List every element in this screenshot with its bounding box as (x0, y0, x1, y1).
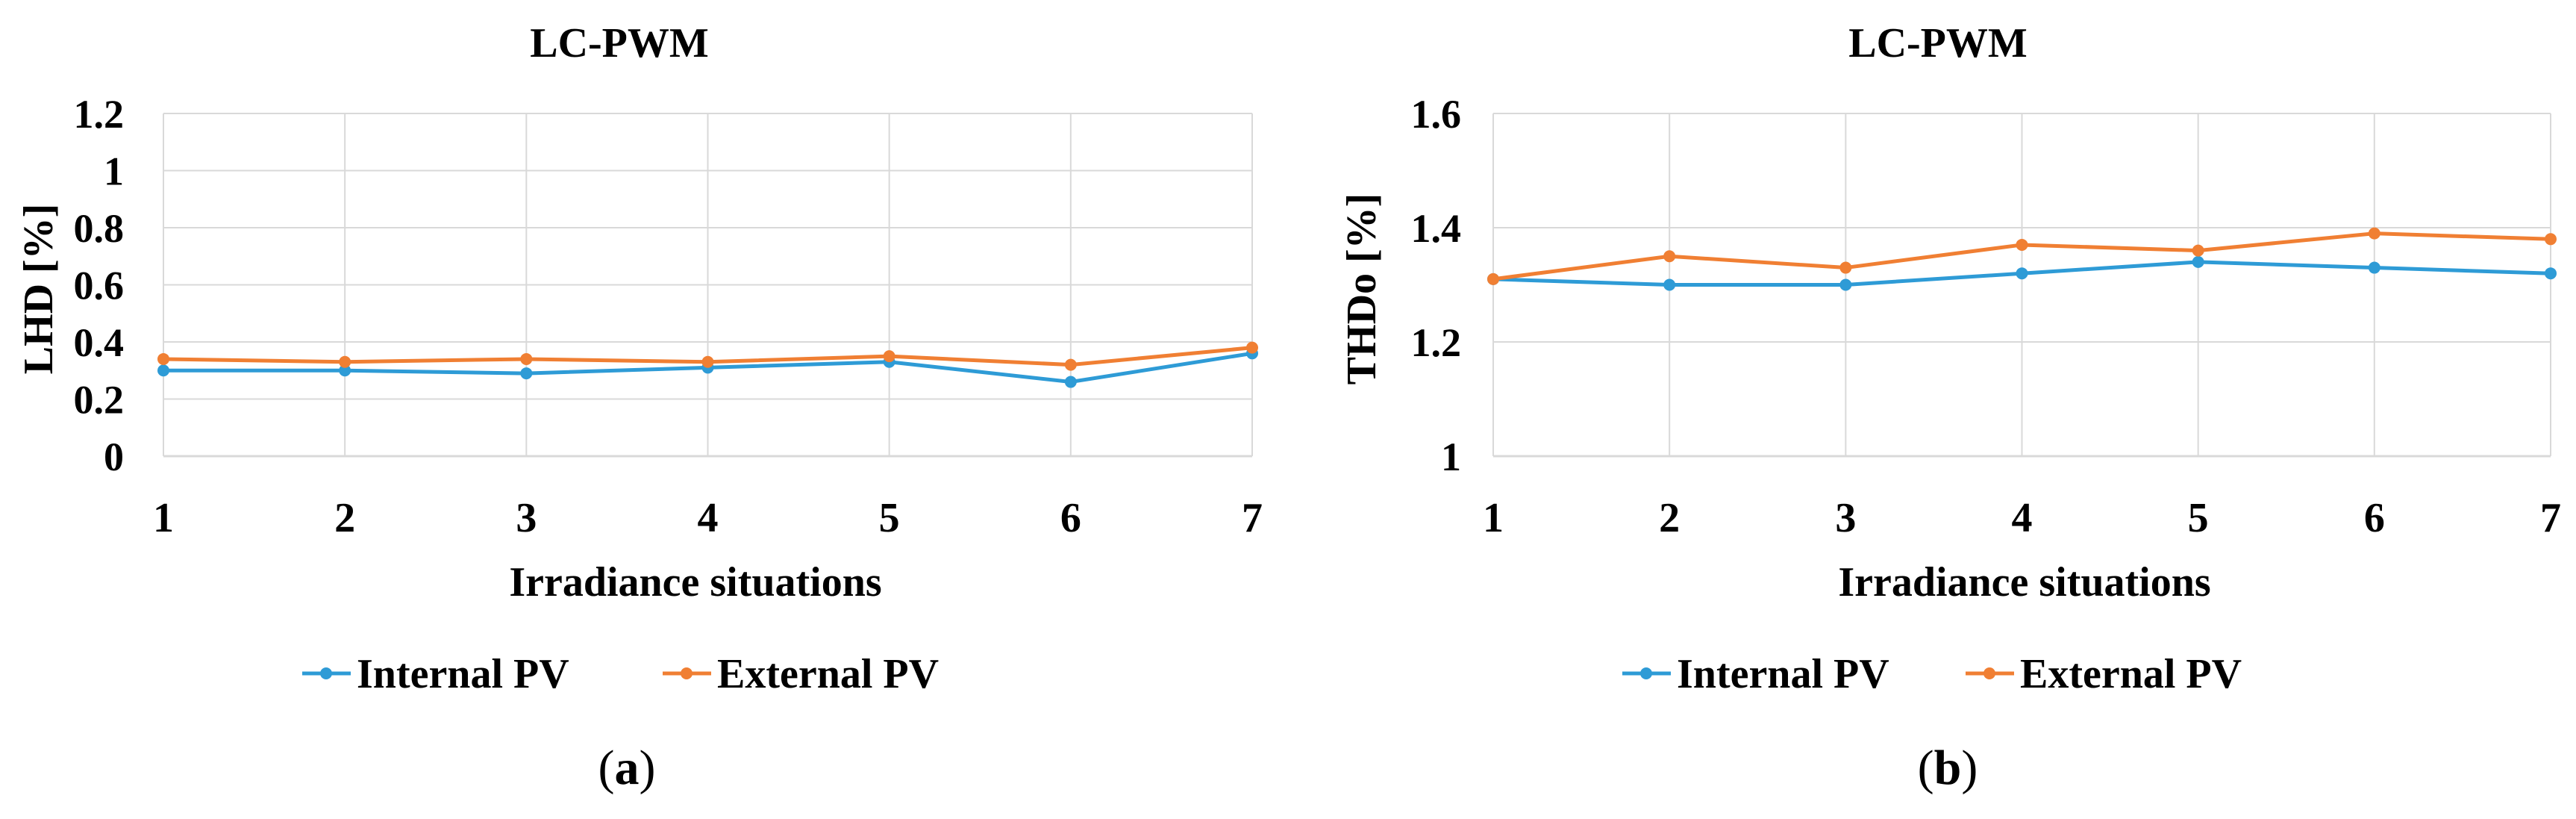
plot-area: 0 0.2 0.4 0.6 0.8 1 1.2 1 2 3 4 5 6 7 (74, 92, 1263, 541)
data-point-internal-pv[interactable] (2368, 261, 2380, 274)
data-point-external-pv[interactable] (2368, 227, 2380, 240)
x-tick-label: 5 (2188, 495, 2209, 541)
legend-marker-external-pv (681, 667, 693, 679)
y-axis-label: THDo [%] (1339, 193, 1385, 385)
x-tick-label: 2 (334, 495, 355, 541)
x-tick-label: 7 (1242, 495, 1263, 541)
legend-label: Internal PV (1677, 651, 1889, 697)
data-point-external-pv[interactable] (1246, 341, 1258, 354)
y-tick-label: 0.8 (74, 206, 125, 251)
x-tick-label: 1 (153, 495, 174, 541)
data-point-external-pv[interactable] (339, 355, 351, 368)
legend-marker-internal-pv (1640, 667, 1652, 679)
data-point-internal-pv[interactable] (2545, 267, 2557, 280)
data-point-internal-pv[interactable] (520, 367, 533, 380)
data-point-internal-pv[interactable] (1839, 278, 1852, 291)
data-point-external-pv[interactable] (1487, 273, 1499, 285)
data-point-internal-pv[interactable] (339, 364, 351, 377)
data-point-external-pv[interactable] (1839, 261, 1852, 274)
data-point-internal-pv[interactable] (2016, 267, 2028, 280)
x-tick-label: 6 (2364, 495, 2385, 541)
chart-panel-b: LC-PWM 1 1.2 1.4 1.6 1 2 3 4 5 6 7 THDo [%] Irradi… (1339, 20, 2561, 795)
legend: Internal PV External PV (302, 651, 939, 697)
y-tick-label: 0 (104, 435, 124, 479)
x-tick-label: 2 (1659, 495, 1680, 541)
data-point-external-pv[interactable] (883, 350, 895, 363)
y-tick-label: 0.2 (74, 378, 125, 423)
y-tick-label: 0.6 (74, 264, 125, 308)
legend-label: Internal PV (357, 651, 569, 697)
data-point-external-pv[interactable] (1663, 250, 1676, 263)
y-tick-label: 1 (1441, 435, 1461, 479)
x-tick-label: 4 (698, 495, 719, 541)
legend-marker-internal-pv (320, 667, 332, 679)
data-point-external-pv[interactable] (520, 352, 533, 365)
x-tick-label: 1 (1483, 495, 1504, 541)
y-tick-label: 1 (104, 149, 124, 194)
y-tick-label: 1.6 (1411, 92, 1462, 137)
x-tick-label: 7 (2540, 495, 2561, 541)
y-tick-label: 1.2 (74, 92, 125, 137)
x-tick-label: 4 (2012, 495, 2033, 541)
y-axis-label: LHD [%] (16, 204, 62, 375)
legend-item-external-pv[interactable]: External PV (1966, 651, 2242, 697)
x-tick-label: 3 (1835, 495, 1856, 541)
x-tick-label: 5 (879, 495, 900, 541)
chart-panel-a: LC-PWM 00.20.40.60.811.21 2 3 4 5 6 7 LHD [%] … (16, 20, 1263, 795)
y-tick-label: 1.2 (1411, 320, 1462, 365)
legend-label: External PV (2020, 651, 2242, 697)
panel-letter: b (1934, 741, 1962, 795)
data-point-external-pv[interactable] (2016, 238, 2028, 251)
data-point-internal-pv[interactable] (1064, 376, 1077, 388)
legend-item-internal-pv[interactable]: Internal PV (302, 651, 569, 697)
data-point-internal-pv[interactable] (1663, 278, 1676, 291)
data-point-internal-pv[interactable] (157, 364, 169, 377)
data-point-external-pv[interactable] (2545, 233, 2557, 246)
chart-title: LC-PWM (530, 20, 709, 66)
data-point-external-pv[interactable] (2192, 244, 2204, 257)
x-axis-label: Irradiance situations (1838, 559, 2210, 605)
legend-marker-external-pv (1983, 667, 1995, 679)
data-point-external-pv[interactable] (157, 352, 169, 365)
legend: Internal PV External PV (1622, 651, 2242, 697)
chart-title: LC-PWM (1848, 20, 2028, 66)
data-point-internal-pv[interactable] (2192, 255, 2204, 268)
legend-item-internal-pv[interactable]: Internal PV (1622, 651, 1889, 697)
data-point-external-pv[interactable] (1064, 358, 1077, 371)
y-tick-label: 0.4 (74, 320, 125, 365)
plot-area: 1 1.2 1.4 1.6 1 2 3 4 5 6 7 (1411, 92, 2562, 541)
x-tick-label: 6 (1060, 495, 1081, 541)
data-point-external-pv[interactable] (701, 355, 714, 368)
panel-label: (b) (1918, 741, 1978, 795)
legend-item-external-pv[interactable]: External PV (663, 651, 939, 697)
x-axis-label: Irradiance situations (509, 559, 881, 605)
panel-letter: a (615, 741, 640, 795)
legend-label: External PV (717, 651, 939, 697)
panel-label: (a) (598, 741, 656, 795)
x-tick-label: 3 (516, 495, 537, 541)
y-tick-label: 1.4 (1411, 206, 1462, 251)
